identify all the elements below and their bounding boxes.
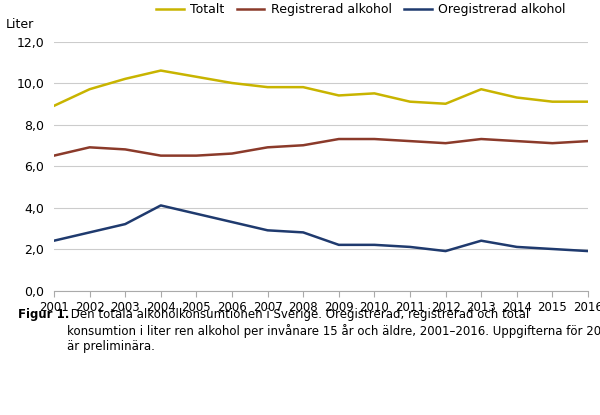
- Legend: Totalt, Registrerad alkohol, Oregistrerad alkohol: Totalt, Registrerad alkohol, Oregistrera…: [157, 3, 565, 16]
- Text: Den totala alkoholkonsumtionen i Sverige. Oregistrerad, registrerad och total
ko: Den totala alkoholkonsumtionen i Sverige…: [67, 308, 600, 352]
- Text: Figur 1.: Figur 1.: [18, 308, 70, 321]
- Text: Liter: Liter: [6, 18, 34, 31]
